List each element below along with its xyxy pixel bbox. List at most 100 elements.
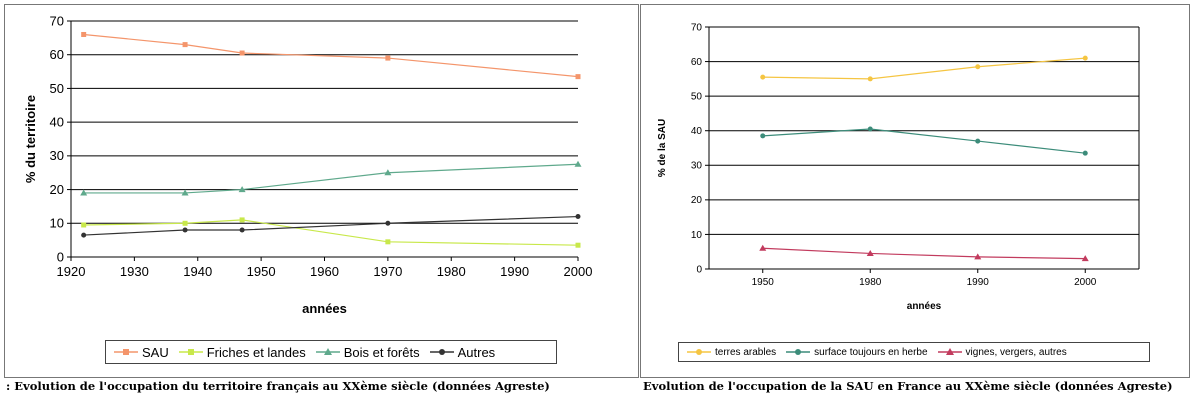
y-tick-label: 70 [691,22,703,33]
legend-item-friches-et-landes: Friches et landes [178,344,306,360]
series-sau-point [575,74,581,80]
caption-sau: Evolution de l'occupation de la SAU en F… [643,379,1173,393]
x-tick-label: 1980 [437,264,466,279]
x-tick-label: 1990 [967,277,990,288]
y-tick-label: 30 [691,161,703,172]
series-autres-point [81,232,87,238]
caption-territoire: : Evolution de l'occupation du territoir… [6,379,550,393]
legend-territoire: SAU Friches et landes Bois et forêts Autres [105,340,557,364]
x-tick-label: 2000 [564,264,593,279]
x-tick-label: 1980 [859,277,882,288]
chart-sau: 0 10 20 30 40 50 60 70 1950 1980 1990 2000 années % d… [657,22,1140,312]
chart-panel-sau: 0 10 20 30 40 50 60 70 1950 1980 1990 2000 années % d… [640,4,1190,378]
y-tick-label: 20 [691,195,703,206]
legend-swatch [786,349,811,355]
series-surface-toujours-en-herbe-point [975,138,981,144]
y-tick-label: 50 [50,81,64,96]
x-tick-label: 1920 [57,264,86,279]
legend-label: Friches et landes [206,344,306,360]
series-terres-arables-point [760,74,766,80]
legend-swatch [114,349,138,355]
series-sau-point [239,50,245,56]
series-vignes-vergers-autres-point [974,253,982,260]
legend-label: Autres [457,344,496,360]
chart-territoire: 0 10 20 30 40 50 60 70 1920 1930 1940 1950 1960 1970 1… [23,13,593,316]
y-axis-title: % du territoire [23,95,38,183]
y-tick-label: 60 [691,57,703,68]
legend-label: Bois et forêts [343,344,420,360]
legend-label: vignes, vergers, autres [965,346,1067,358]
series-autres-point [182,227,188,233]
series-terres-arables-point [1082,55,1088,61]
series-bois-et-forets-point [80,189,88,196]
series-sau-point [81,31,87,37]
x-tick-label: 1940 [183,264,212,279]
x-tick-label: 1950 [247,264,276,279]
series-surface-toujours-en-herbe-point [760,133,766,139]
series-autres-point [239,227,245,233]
y-tick-label: 40 [50,114,64,129]
legend-swatch [429,349,454,355]
series-terres-arables-point [975,64,981,70]
y-tick-label: 10 [691,230,703,241]
x-axis-title: années [302,301,347,316]
series-bois-et-forets-point [238,186,246,193]
legend-item-autres: Autres [429,344,496,360]
legend-sau: terres arables surface toujours en herbe v… [678,342,1150,362]
x-tick-label: 2000 [1074,277,1097,288]
legend-item-surface-toujours-en-herbe: surface toujours en herbe [786,346,928,358]
series-autres-line [83,215,579,236]
series-vignes-vergers-autres-point [866,249,874,256]
series-friches-et-landes-point [239,217,245,223]
series-vignes-vergers-autres-point [1081,255,1089,262]
y-tick-label: 20 [50,182,64,197]
y-tick-label: 60 [50,47,64,62]
x-tick-label: 1960 [310,264,339,279]
y-tick-label: 30 [50,148,64,163]
series-autres-point [575,214,581,220]
y-axis-title: % de la SAU [657,119,668,177]
series-autres-point [385,220,391,226]
y-tick-label: 0 [57,249,64,264]
series-friches-et-landes-point [182,220,188,226]
y-tick-label: 50 [691,91,703,102]
legend-label: surface toujours en herbe [814,346,928,358]
series-surface-toujours-en-herbe-point [867,126,873,132]
legend-item-sau: SAU [114,345,169,360]
series-bois-et-forets-point [384,169,392,176]
series-vignes-vergers-autres-point [759,244,767,251]
series-friches-et-landes-point [81,222,87,228]
legend-label: SAU [142,344,169,360]
x-tick-label: 1970 [373,264,402,279]
chart-panel-territoire: 0 10 20 30 40 50 60 70 1920 1930 1940 1950 1960 1970 1… [4,4,639,378]
legend-swatch [687,349,711,355]
x-axis-title: années [907,301,942,312]
series-surface-toujours-en-herbe-line [762,128,1086,154]
legend-swatch [937,348,962,355]
x-tick-label: 1990 [500,264,529,279]
series-terres-arables-line [762,57,1086,80]
legend-item-bois-et-forets: Bois et forêts [315,344,420,360]
y-tick-label: 0 [696,264,702,275]
y-tick-label: 40 [691,126,703,137]
legend-item-vignes-vergers-autres: vignes, vergers, autres [937,346,1067,358]
y-tick-label: 70 [50,13,64,28]
series-friches-et-landes-point [385,239,391,245]
series-bois-et-forets-point [181,189,189,196]
series-surface-toujours-en-herbe-point [1082,150,1088,156]
legend-item-terres-arables: terres arables [687,347,776,358]
series-sau-point [182,42,188,48]
series-bois-et-forets-point [574,160,582,167]
y-tick-label: 10 [50,216,64,231]
series-bois-et-forets-line [83,163,579,194]
series-vignes-vergers-autres-line [762,247,1086,260]
x-tick-label: 1930 [120,264,149,279]
legend-swatch [315,348,340,355]
series-terres-arables-point [867,76,873,82]
legend-label: terres arables [715,346,777,358]
x-tick-label: 1950 [752,277,775,288]
legend-swatch [178,349,203,355]
series-sau-line [83,33,579,78]
series-sau-point [385,55,391,61]
series-friches-et-landes-point [575,242,581,248]
